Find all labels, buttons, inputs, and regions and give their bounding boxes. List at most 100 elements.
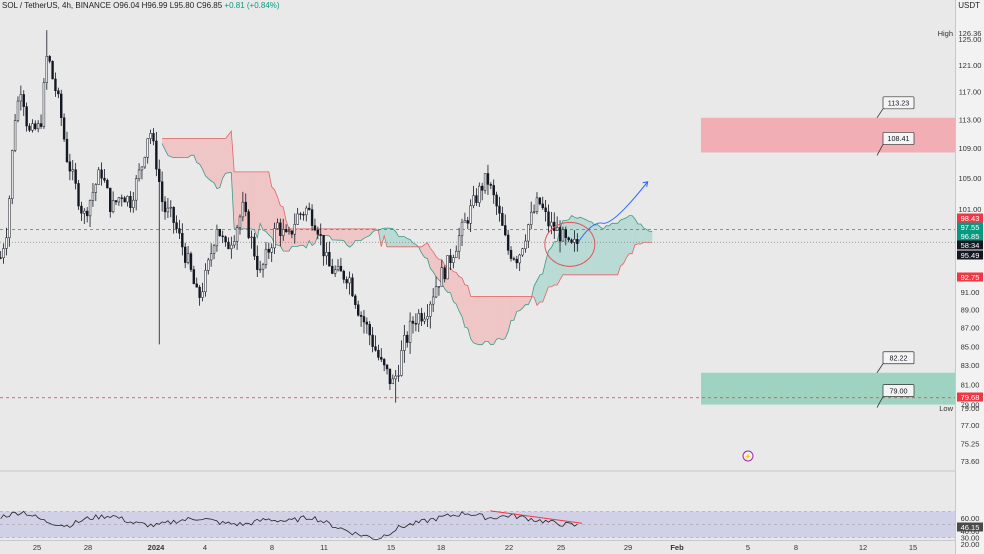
candle-body: [284, 229, 288, 233]
candle-body: [132, 199, 135, 209]
cloud-segment: [384, 228, 388, 247]
ohlc-open: O96.04: [113, 1, 140, 10]
candle-body: [31, 123, 34, 131]
candle-body: [426, 316, 429, 320]
y-tick-label: 85.00: [961, 342, 980, 351]
cloud-segment: [254, 171, 258, 238]
candle-body: [117, 197, 121, 203]
candle-body: [316, 229, 320, 235]
candle-body: [385, 364, 389, 370]
candle-body: [307, 207, 311, 210]
cloud-segment: [219, 138, 223, 188]
candle-body: [270, 247, 273, 253]
candle-body: [423, 318, 426, 322]
cloud-segment: [606, 225, 610, 275]
candle-body: [512, 258, 516, 260]
cloud-segment: [473, 296, 477, 345]
candle-body: [238, 216, 242, 228]
rsi-value-label: 46.15: [961, 523, 980, 532]
price-label-value: 98.43: [961, 214, 980, 223]
candle-body: [160, 181, 164, 202]
cloud-segment: [614, 223, 618, 275]
candle-body: [91, 192, 95, 201]
candle-body: [302, 214, 305, 216]
price-label-box: [957, 222, 983, 232]
candle-body: [437, 286, 441, 288]
candle-body: [166, 207, 170, 213]
cloud-segment: [623, 217, 627, 264]
candle-body: [103, 177, 106, 181]
callout-leader: [876, 363, 884, 373]
candle-body: [279, 222, 282, 236]
cloud-segment: [539, 273, 543, 302]
candle-body: [34, 123, 37, 130]
cloud-segment: [499, 296, 503, 340]
candle-body: [567, 237, 570, 241]
candle-body: [134, 178, 138, 201]
symbol-title[interactable]: SOL / TetherUS, 4h, BINANCE: [2, 1, 111, 10]
candle-body: [504, 225, 507, 236]
candle-body: [77, 183, 80, 207]
cloud-segment: [490, 296, 494, 345]
cloud-segment: [263, 171, 266, 232]
price-label-value: 79.68: [961, 393, 980, 402]
candle-body: [267, 248, 271, 253]
cloud-segment: [635, 218, 638, 245]
x-tick-label: 8: [794, 543, 798, 552]
cloud-segment: [487, 296, 491, 345]
candle-body: [457, 235, 461, 252]
candle-body: [550, 221, 553, 227]
cloud-segment: [493, 296, 497, 345]
y-tick-label: 87.00: [961, 324, 980, 333]
alert-icon: [742, 450, 754, 462]
callout-label: 108.41: [888, 134, 910, 143]
candle-body: [328, 252, 331, 267]
cloud-segment: [620, 218, 624, 266]
candle-body: [408, 320, 412, 343]
cloud-segment: [464, 284, 468, 329]
price-label-value: 58:34: [961, 241, 980, 250]
candle-body: [351, 277, 354, 297]
callout-box: [882, 384, 915, 397]
cloud-segment: [303, 228, 307, 248]
ohlc-low: L95.80: [169, 1, 195, 10]
cloud-segment: [280, 205, 284, 251]
y-tick-label: 81.00: [961, 381, 980, 390]
cloud-segment: [185, 138, 189, 158]
candle-body: [256, 255, 259, 270]
candle-body: [420, 313, 423, 322]
cloud-segment: [216, 138, 220, 189]
candle-body: [313, 225, 317, 231]
cloud-span-a-line: [161, 143, 653, 346]
candle-body: [359, 315, 363, 317]
cloud-segment: [505, 296, 509, 339]
cloud-segment: [170, 138, 174, 158]
candle-body: [509, 250, 513, 259]
candle-body: [380, 357, 383, 360]
cloud-segment: [349, 228, 353, 248]
rsi-tick-label: 60.00: [961, 514, 980, 523]
x-tick-label: 5: [746, 543, 750, 552]
currency-label[interactable]: USDT: [958, 1, 980, 10]
candle-body: [39, 123, 43, 127]
cloud-segment: [182, 138, 186, 158]
cloud-segment: [340, 228, 344, 241]
candle-body: [111, 200, 115, 212]
cloud-segment: [536, 274, 540, 306]
candle-body: [80, 205, 83, 214]
candle-body: [60, 93, 63, 118]
cloud-segment: [511, 296, 514, 321]
cloud-segment: [179, 138, 183, 158]
candle-body: [140, 166, 144, 171]
candle-body: [374, 346, 377, 351]
cloud-segment: [643, 228, 647, 243]
cloud-segment: [346, 228, 350, 248]
cloud-segment: [433, 251, 437, 277]
candle-body: [472, 195, 475, 206]
candle-body: [532, 211, 536, 213]
price-label-value: 95.49: [961, 251, 980, 260]
candle-body: [325, 252, 328, 257]
candle-body: [109, 187, 112, 212]
candle-body: [518, 254, 521, 264]
